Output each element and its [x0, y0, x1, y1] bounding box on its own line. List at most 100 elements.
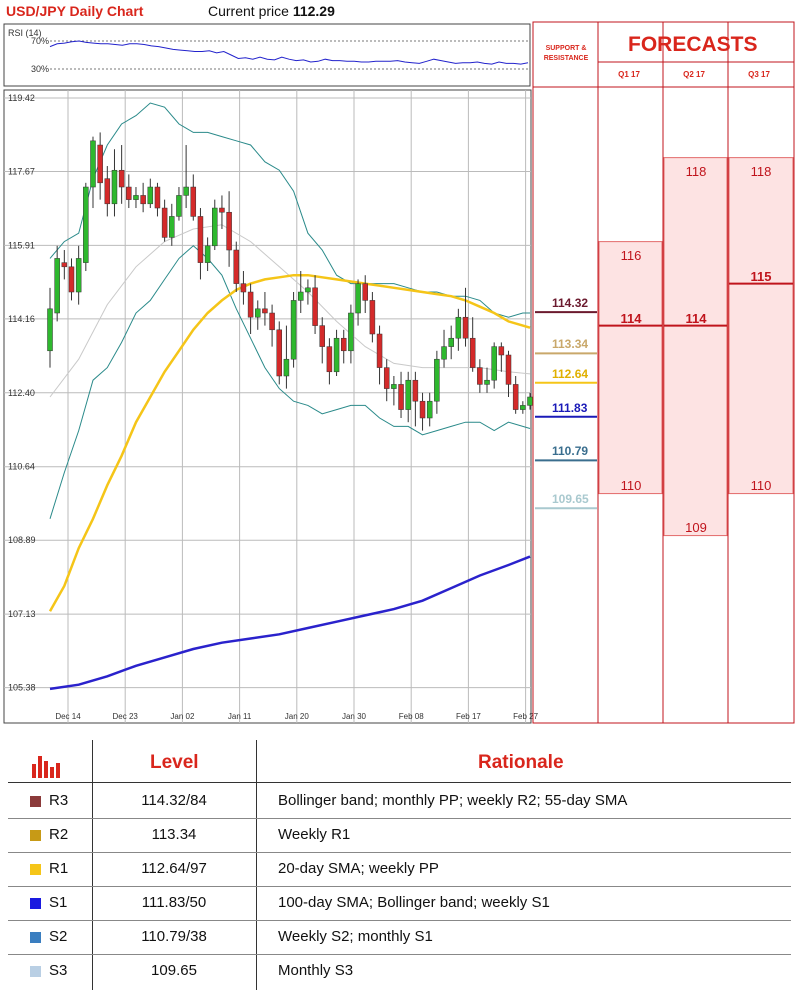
- level-value: 110.79/38: [141, 928, 207, 945]
- x-tick-label: Dec 14: [55, 712, 81, 721]
- table-row-rule: [8, 852, 791, 853]
- candle-body: [226, 211, 232, 251]
- y-tick-label: 115.91: [8, 240, 35, 250]
- y-tick-label: 114.16: [8, 314, 35, 324]
- forecast-high-label: 116: [620, 247, 642, 263]
- candle-body: [54, 258, 60, 314]
- level-color-swatch: [30, 830, 41, 841]
- candle-body: [247, 291, 254, 318]
- candle-body: [398, 384, 404, 410]
- table-row: R1 112.64/97 20-day SMA; weekly PP: [0, 853, 799, 887]
- forecast-range-box: [663, 157, 728, 537]
- candle-body: [240, 283, 247, 293]
- x-tick-label: Feb 08: [399, 712, 424, 721]
- candle-body: [498, 346, 505, 356]
- candle-body: [469, 337, 476, 368]
- rsi-line: [49, 40, 529, 65]
- forecast-mid-label: 115: [750, 268, 772, 284]
- candle-body: [512, 384, 519, 410]
- level-value: 114.32/84: [141, 792, 207, 809]
- candle-body: [419, 400, 426, 419]
- candle-body: [68, 266, 75, 293]
- candle-body: [319, 325, 325, 347]
- candle-body: [133, 195, 139, 200]
- level-value: 113.34: [151, 826, 197, 843]
- candle-body: [183, 186, 189, 196]
- x-tick-label: Jan 20: [285, 712, 310, 721]
- candle-body: [505, 354, 512, 385]
- series-sma20: [49, 224, 531, 398]
- level-color-swatch: [30, 864, 41, 875]
- level-color-swatch: [30, 966, 41, 977]
- forecast-low-label: 109: [685, 519, 707, 535]
- quarter-header-q2: Q2 17: [683, 70, 705, 79]
- forecast-mid-label: 114: [620, 310, 642, 326]
- series-bb_upper: [49, 102, 530, 318]
- level-tag: R3: [49, 792, 69, 809]
- forecast-range-box: [598, 241, 663, 495]
- table-row: R2 113.34 Weekly R1: [0, 819, 799, 853]
- candle-body: [434, 358, 440, 402]
- candle-body: [448, 337, 454, 347]
- candle-body: [262, 308, 268, 314]
- series-sma55: [48, 273, 531, 612]
- level-rationale: 100-day SMA; Bollinger band; weekly S1: [278, 894, 550, 911]
- table-row-rule: [8, 954, 791, 955]
- rsi-title: RSI (14): [8, 28, 42, 38]
- table-row: S1 111.83/50 100-day SMA; Bollinger band; …: [0, 887, 799, 921]
- chart-canvas: RSI (14)70% 30% 119.42 117.67 115.91 114.16 11…: [3, 21, 795, 724]
- y-tick-label: 112.40: [8, 388, 35, 398]
- candle-body: [118, 169, 125, 188]
- level-color-swatch: [30, 932, 41, 943]
- candle-body: [426, 400, 433, 419]
- candle-body: [47, 308, 53, 352]
- level-tag: S2: [49, 928, 68, 945]
- x-tick-label: Jan 30: [342, 712, 367, 721]
- table-row: R3 114.32/84 Bollinger band; monthly PP; w…: [0, 785, 799, 819]
- rsi-70-label: 70%: [31, 36, 49, 46]
- candle-body: [290, 300, 297, 360]
- candle-body: [340, 337, 347, 352]
- series-sma100: [49, 555, 531, 691]
- forecast-low-label: 110: [620, 477, 642, 493]
- level-tag: R1: [49, 860, 69, 877]
- candle-body: [455, 316, 462, 339]
- candle-body: [255, 308, 261, 318]
- candle-body: [305, 287, 311, 293]
- table-header-rationale: Rationale: [478, 752, 564, 773]
- candle-body: [176, 195, 182, 217]
- candle-body: [276, 329, 283, 377]
- table-divider-1: [92, 740, 93, 990]
- table-header-level: Level: [150, 752, 199, 773]
- candle-body: [405, 379, 411, 410]
- candle-body: [147, 186, 154, 205]
- y-tick-label: 110.64: [8, 462, 35, 472]
- x-tick-label: Feb 17: [456, 712, 481, 721]
- y-tick-label: 108.89: [8, 535, 36, 545]
- quarter-header-q1: Q1 17: [618, 70, 640, 79]
- current-price-label: Current price: [208, 3, 289, 19]
- candle-body: [369, 300, 376, 335]
- table-row-rule: [8, 920, 791, 921]
- table-divider-2: [256, 740, 257, 990]
- level-rationale: Weekly S2; monthly S1: [278, 928, 433, 945]
- candle-body: [462, 316, 469, 339]
- sr-level-label: 109.65: [552, 492, 589, 507]
- candle-body: [197, 216, 204, 263]
- candle-body: [491, 346, 497, 381]
- candle-body: [90, 140, 96, 188]
- sr-title-line1: SUPPORT &: [545, 45, 587, 52]
- candle-body: [75, 258, 82, 293]
- current-price-value: 112.29: [292, 3, 335, 19]
- table-row: S2 110.79/38 Weekly S2; monthly S1: [0, 921, 799, 955]
- table-header-rule: [8, 782, 791, 783]
- candle-body: [527, 396, 533, 406]
- candle-body: [140, 195, 146, 205]
- level-tag: R2: [49, 826, 69, 843]
- candle-body: [484, 379, 490, 385]
- candle-body: [97, 144, 103, 184]
- table-row-rule: [8, 818, 791, 819]
- sr-level-label: 110.79: [552, 444, 589, 459]
- candle-body: [477, 367, 483, 385]
- candle-body: [283, 358, 290, 377]
